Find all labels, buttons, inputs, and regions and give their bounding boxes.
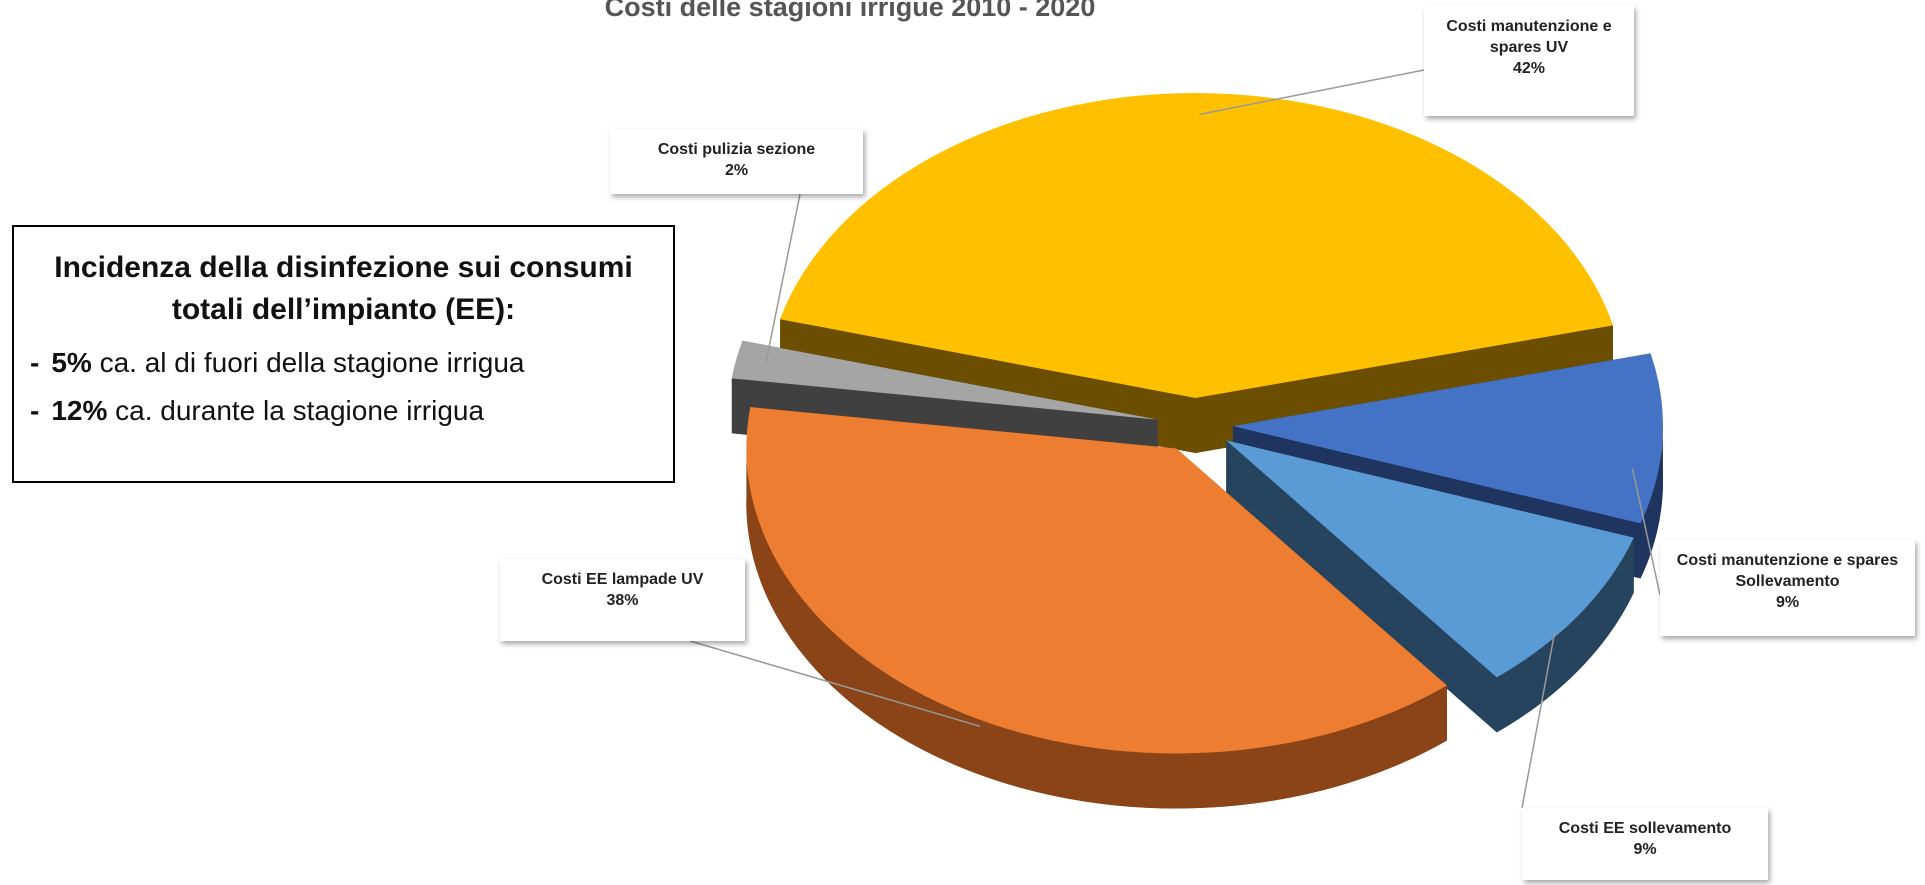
slice-side: [746, 443, 1447, 809]
leader-line: [1631, 468, 1661, 596]
category-label: Costi manutenzione e spares Sollevamento: [1676, 552, 1899, 590]
info-item: -12% ca. durante la stagione irrigua: [30, 395, 485, 426]
leader-line: [1521, 632, 1556, 809]
slice: [1226, 440, 1634, 678]
category-label: Costi manutenzione e spares UV: [1446, 18, 1612, 56]
chart-title: Costi delle stagioni irrigue 2010 - 2020: [604, 0, 1096, 22]
data-label-box: Costi EE sollevamento 9%: [1522, 808, 1768, 880]
slice-side: [1496, 537, 1634, 733]
category-label: Costi EE lampade UV: [541, 571, 704, 588]
value-label: 2%: [724, 162, 749, 179]
leader-line: [765, 193, 801, 364]
slice: [746, 407, 1447, 754]
info-text: ca. durante la stagione irrigua: [115, 395, 485, 426]
slice: [731, 340, 1158, 420]
category-label: Costi pulizia sezione: [657, 141, 816, 158]
data-label-box: Costi manutenzione e spares UV 42%: [1424, 6, 1634, 116]
value-label: 9%: [1633, 841, 1657, 858]
slice-side: [1640, 421, 1663, 579]
data-label-box: Costi EE lampade UV 38%: [500, 559, 745, 641]
slice: [1232, 353, 1663, 524]
leader-line: [689, 640, 981, 728]
value-label: 9%: [1775, 594, 1800, 611]
info-item: -5% ca. al di fuori della stagione irrig…: [30, 347, 525, 378]
category-label: Costi EE sollevamento: [1558, 820, 1732, 837]
slice-wall: [1226, 440, 1497, 733]
slice: [780, 93, 1613, 399]
data-label-box: Costi manutenzione e spares Sollevamento…: [1660, 540, 1915, 636]
info-title: Incidenza della disinfezione sui consumi…: [54, 251, 633, 326]
info-box: Incidenza della disinfezione sui consumi…: [12, 225, 675, 483]
value-label: 38%: [606, 592, 639, 609]
info-bold: 5%: [51, 347, 92, 378]
info-bold: 12%: [51, 395, 108, 426]
info-text: ca. al di fuori della stagione irrigua: [99, 347, 525, 378]
data-label-box: Costi pulizia sezione 2%: [610, 129, 863, 194]
leader-line: [1199, 69, 1425, 116]
value-label: 42%: [1512, 60, 1546, 77]
